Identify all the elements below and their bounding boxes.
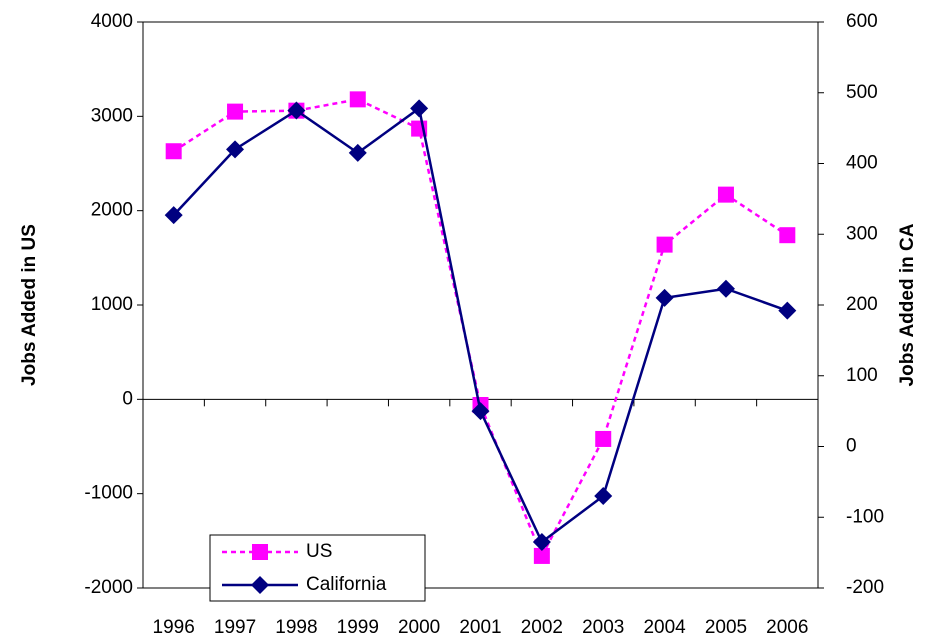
point bbox=[655, 288, 674, 307]
legend-marker bbox=[251, 576, 269, 594]
point bbox=[656, 236, 673, 253]
y-tick-label: 3000 bbox=[91, 105, 133, 126]
x-tick-label: 2003 bbox=[582, 617, 624, 636]
point bbox=[778, 301, 797, 320]
y-tick-label: 2000 bbox=[91, 200, 133, 221]
y2-tick-label: 0 bbox=[846, 436, 857, 457]
point bbox=[164, 206, 183, 225]
point bbox=[716, 279, 735, 298]
x-tick-label: 1997 bbox=[214, 617, 256, 636]
series-line bbox=[173, 98, 789, 559]
y2-tick-label: 100 bbox=[846, 365, 878, 386]
point bbox=[287, 101, 306, 120]
point bbox=[779, 227, 796, 244]
x-tick-label: 1999 bbox=[337, 617, 379, 636]
y-tick-label: 1000 bbox=[91, 294, 133, 315]
legend-label: US bbox=[306, 541, 332, 562]
legend-marker bbox=[252, 544, 268, 560]
point bbox=[595, 430, 612, 447]
y2-tick-label: -200 bbox=[846, 577, 884, 598]
y2-tick-label: -100 bbox=[846, 506, 884, 527]
x-tick-label: 2001 bbox=[459, 617, 501, 636]
point bbox=[594, 487, 613, 506]
x-tick-label: 2002 bbox=[521, 617, 563, 636]
x-tick-label: 2000 bbox=[398, 617, 440, 636]
y-axis-label: Jobs Added in US bbox=[19, 224, 40, 386]
x-tick-label: 2004 bbox=[643, 617, 686, 636]
point bbox=[410, 99, 429, 118]
point bbox=[227, 103, 244, 120]
y2-tick-label: 200 bbox=[846, 294, 878, 315]
y2-tick-label: 400 bbox=[846, 153, 878, 174]
plot-area bbox=[142, 21, 819, 589]
point bbox=[471, 402, 490, 421]
point bbox=[165, 143, 182, 160]
y2-axis-label: Jobs Added in CA bbox=[897, 223, 918, 386]
point bbox=[349, 91, 366, 108]
y2-tick-label: 300 bbox=[846, 223, 878, 244]
y-tick-label: -2000 bbox=[84, 577, 133, 598]
point bbox=[717, 186, 734, 203]
y2-tick-label: 600 bbox=[846, 11, 878, 32]
point bbox=[348, 143, 367, 162]
y-tick-label: 0 bbox=[122, 388, 133, 409]
x-tick-label: 1998 bbox=[275, 617, 317, 636]
point bbox=[532, 533, 551, 552]
legend-box bbox=[209, 534, 426, 602]
legend-label: California bbox=[306, 574, 387, 595]
x-tick-label: 2006 bbox=[766, 617, 808, 636]
y-tick-label: -1000 bbox=[84, 483, 133, 504]
x-tick-label: 1996 bbox=[153, 617, 195, 636]
point bbox=[533, 547, 550, 564]
x-tick-label: 2005 bbox=[705, 617, 747, 636]
y2-tick-label: 500 bbox=[846, 82, 878, 103]
y-tick-label: 4000 bbox=[91, 11, 133, 32]
point bbox=[226, 140, 245, 159]
